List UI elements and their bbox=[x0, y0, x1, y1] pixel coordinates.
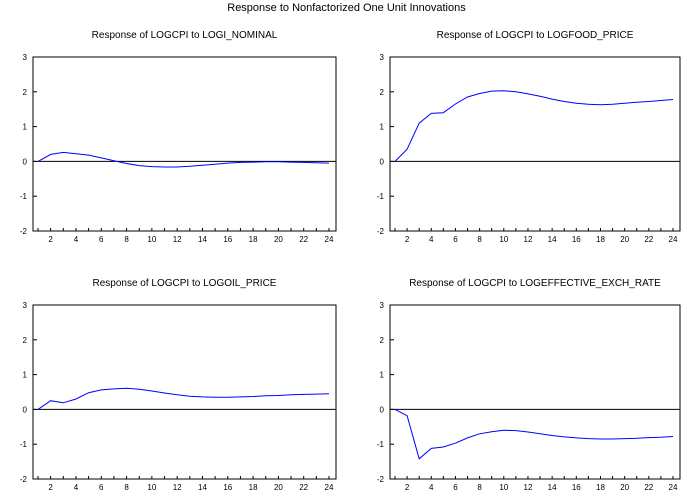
x-tick-label: 18 bbox=[249, 235, 258, 244]
x-tick-label: 24 bbox=[325, 235, 334, 244]
x-tick-label: 2 bbox=[48, 483, 53, 492]
x-tick-label: 16 bbox=[572, 235, 581, 244]
y-tick-label: -2 bbox=[20, 475, 28, 484]
series-line bbox=[37, 387, 330, 410]
x-tick-label: 18 bbox=[249, 483, 258, 492]
x-tick-label: 8 bbox=[124, 235, 129, 244]
y-tick-label: 0 bbox=[23, 405, 28, 414]
y-tick-label: 1 bbox=[380, 371, 385, 380]
y-tick-label: -1 bbox=[20, 440, 28, 449]
x-tick-label: 8 bbox=[124, 483, 129, 492]
plot-frame bbox=[32, 304, 337, 480]
x-tick-label: 20 bbox=[620, 483, 629, 492]
x-tick-label: 10 bbox=[147, 235, 156, 244]
y-tick-label: -1 bbox=[20, 192, 28, 201]
y-tick-label: -2 bbox=[20, 227, 28, 236]
x-tick-label: 22 bbox=[299, 235, 308, 244]
panel-title: Response of LOGCPI to LOGEFFECTIVE_EXCH_… bbox=[409, 278, 661, 289]
plot-frame bbox=[389, 56, 681, 232]
x-tick-label: 22 bbox=[644, 483, 653, 492]
y-tick-label: 2 bbox=[23, 88, 28, 97]
y-tick-label: 2 bbox=[380, 88, 385, 97]
x-tick-label: 20 bbox=[274, 235, 283, 244]
x-tick-label: 10 bbox=[499, 483, 508, 492]
series-line bbox=[394, 90, 674, 162]
panel-3: Response of LOGCPI to LOGOIL_PRICE -2 -1 0 1… bbox=[20, 278, 337, 492]
y-tick-label: -2 bbox=[377, 475, 385, 484]
y-tick-label: -2 bbox=[377, 227, 385, 236]
y-tick-label: 3 bbox=[380, 301, 385, 310]
x-tick-label: 10 bbox=[147, 483, 156, 492]
x-tick-label: 18 bbox=[596, 235, 605, 244]
x-tick-label: 6 bbox=[99, 235, 104, 244]
y-tick-label: -1 bbox=[377, 192, 385, 201]
y-tick-label: 0 bbox=[380, 157, 385, 166]
x-tick-label: 4 bbox=[429, 483, 434, 492]
y-tick-label: 2 bbox=[23, 336, 28, 345]
x-tick-label: 20 bbox=[274, 483, 283, 492]
x-tick-label: 20 bbox=[620, 235, 629, 244]
y-tick-label: -1 bbox=[377, 440, 385, 449]
y-tick-label: 3 bbox=[23, 301, 28, 310]
x-tick-label: 12 bbox=[524, 483, 533, 492]
y-tick-label: 0 bbox=[380, 405, 385, 414]
y-tick-label: 0 bbox=[23, 157, 28, 166]
plot-frame bbox=[389, 304, 681, 480]
panel-1: Response of LOGCPI to LOGI_NOMINAL -2 -1 0 1… bbox=[20, 30, 337, 244]
series-line bbox=[394, 408, 674, 460]
x-tick-label: 4 bbox=[74, 483, 79, 492]
x-tick-label: 12 bbox=[173, 235, 182, 244]
y-tick-label: 2 bbox=[380, 336, 385, 345]
x-tick-label: 12 bbox=[173, 483, 182, 492]
plot-frame bbox=[32, 56, 337, 232]
x-tick-label: 14 bbox=[548, 235, 557, 244]
x-tick-label: 8 bbox=[477, 483, 482, 492]
panel-4: Response of LOGCPI to LOGEFFECTIVE_EXCH_… bbox=[377, 278, 681, 492]
panel-2: Response of LOGCPI to LOGFOOD_PRICE -2 -1 0… bbox=[377, 30, 681, 244]
x-tick-label: 10 bbox=[499, 235, 508, 244]
x-tick-label: 2 bbox=[405, 235, 410, 244]
y-tick-label: 3 bbox=[380, 53, 385, 62]
y-tick-label: 1 bbox=[23, 123, 28, 132]
x-tick-label: 2 bbox=[405, 483, 410, 492]
y-tick-label: 3 bbox=[23, 53, 28, 62]
x-tick-label: 18 bbox=[596, 483, 605, 492]
panel-title: Response of LOGCPI to LOGFOOD_PRICE bbox=[437, 30, 634, 41]
x-tick-label: 22 bbox=[644, 235, 653, 244]
x-tick-label: 4 bbox=[74, 235, 79, 244]
x-tick-label: 2 bbox=[48, 235, 53, 244]
y-tick-label: 1 bbox=[23, 371, 28, 380]
x-tick-label: 14 bbox=[198, 235, 207, 244]
x-tick-label: 24 bbox=[669, 235, 678, 244]
x-tick-label: 16 bbox=[223, 483, 232, 492]
x-tick-label: 12 bbox=[524, 235, 533, 244]
series-line bbox=[37, 151, 330, 168]
x-tick-label: 14 bbox=[198, 483, 207, 492]
x-tick-label: 14 bbox=[548, 483, 557, 492]
x-tick-label: 6 bbox=[453, 235, 458, 244]
x-tick-label: 24 bbox=[669, 483, 678, 492]
panel-title: Response of LOGCPI to LOGI_NOMINAL bbox=[92, 30, 278, 41]
x-tick-label: 4 bbox=[429, 235, 434, 244]
x-tick-label: 24 bbox=[325, 483, 334, 492]
x-tick-label: 22 bbox=[299, 483, 308, 492]
y-tick-label: 1 bbox=[380, 123, 385, 132]
x-tick-label: 6 bbox=[99, 483, 104, 492]
x-tick-label: 16 bbox=[572, 483, 581, 492]
x-tick-label: 8 bbox=[477, 235, 482, 244]
x-tick-label: 6 bbox=[453, 483, 458, 492]
x-tick-label: 16 bbox=[223, 235, 232, 244]
panel-title: Response of LOGCPI to LOGOIL_PRICE bbox=[93, 278, 277, 289]
figure-title: Response to Nonfactorized One Unit Innov… bbox=[227, 2, 466, 14]
